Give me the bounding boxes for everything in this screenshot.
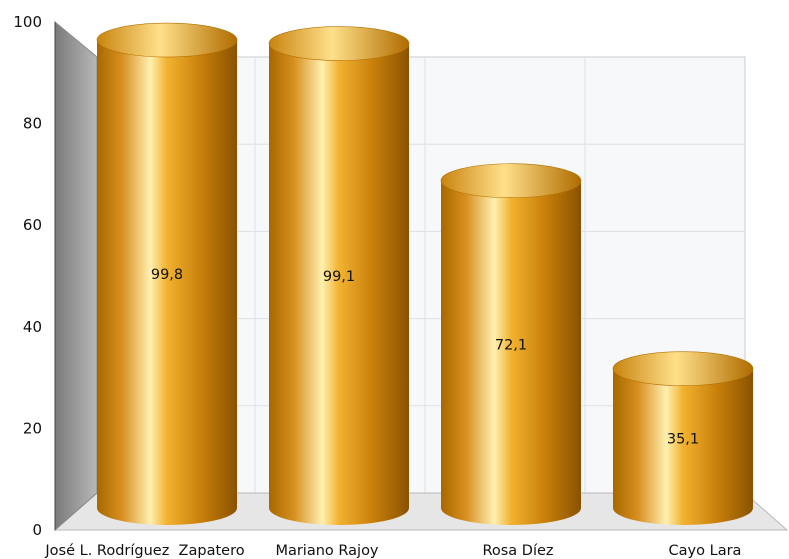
y-tick-label: 100 <box>13 13 42 31</box>
value-label: 99,8 <box>151 267 183 283</box>
bar-top <box>612 351 754 386</box>
y-tick-label: 20 <box>23 419 42 437</box>
bar-top <box>96 22 238 58</box>
bar-1 <box>268 26 410 526</box>
y-tick-label: 40 <box>23 318 42 336</box>
bar-body <box>613 368 753 525</box>
labels-layer: 0 20 40 60 80 100 99,8 99,1 72,1 35,1 José L. Rodr… <box>13 13 741 559</box>
category-label: Mariano Rajoy <box>275 543 378 559</box>
category-label: Rosa Díez <box>482 543 553 559</box>
bar-body <box>269 43 409 526</box>
left-wall <box>54 20 98 532</box>
bar-body <box>441 180 581 525</box>
bar-0 <box>96 22 238 526</box>
bar-2 <box>440 163 582 525</box>
value-label: 35,1 <box>667 431 699 447</box>
bars-layer <box>96 22 754 526</box>
value-label: 99,1 <box>323 269 355 285</box>
bar-top <box>268 26 410 61</box>
y-tick-label: 80 <box>23 115 42 133</box>
value-label: 72,1 <box>495 337 527 353</box>
y-tick-label: 0 <box>32 521 42 539</box>
bar-body <box>97 40 237 526</box>
bar-3 <box>612 351 754 525</box>
category-label: José L. Rodríguez Zapatero <box>44 543 244 559</box>
y-tick-label: 60 <box>23 216 42 234</box>
bar-top <box>440 163 582 199</box>
category-label: Cayo Lara <box>669 543 742 559</box>
